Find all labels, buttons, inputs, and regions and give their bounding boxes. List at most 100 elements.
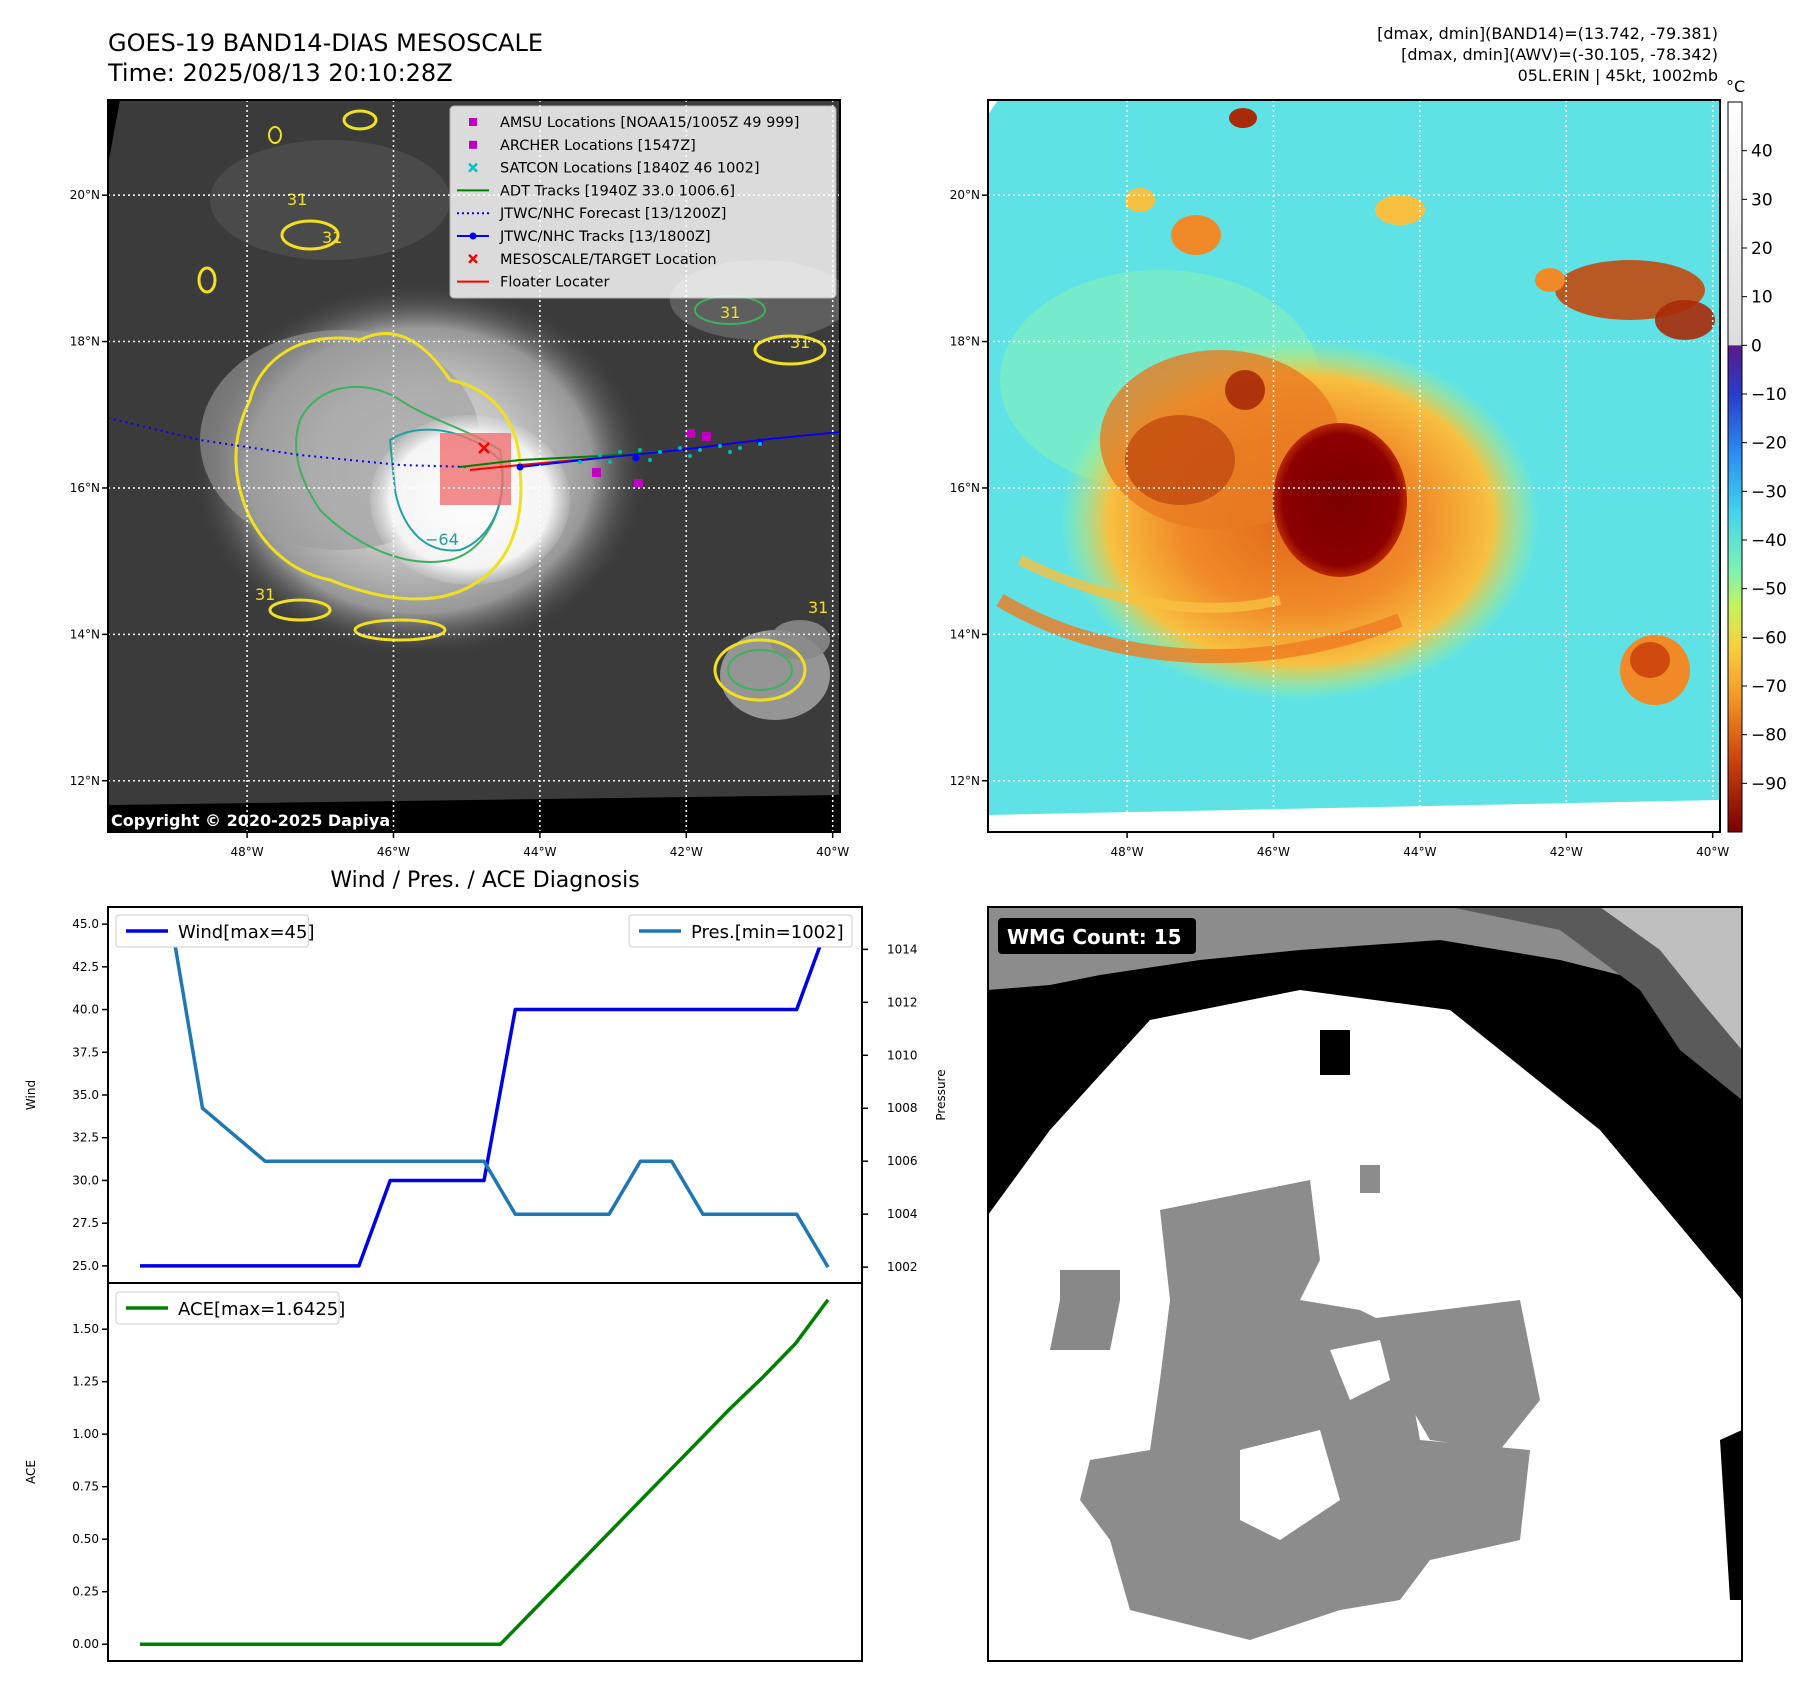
ir-lat-label: 12°N	[70, 774, 100, 788]
ir-lat-label: 18°N	[70, 335, 100, 349]
ace-chart: ACE 1.50 1.25 1.00 0.75 0.50 0.25 0.00 ACE[max…	[24, 1282, 863, 1662]
ir-lat-label: 14°N	[70, 627, 100, 641]
ir-lat-label: 16°N	[70, 481, 100, 495]
colorbar-tick-label: 40	[1751, 142, 1773, 162]
pressure-axis-label: Pressure	[934, 1069, 948, 1120]
y-right-tick-label: 1012	[887, 995, 918, 1009]
ir-lat-label: 20°N	[70, 188, 100, 202]
legend-entry-label: ARCHER Locations [1547Z]	[500, 138, 696, 154]
legend-entry-label: ADT Tracks [1940Z 33.0 1006.6]	[500, 183, 735, 199]
satcon-markers	[578, 442, 762, 464]
ace-series-line	[140, 1298, 830, 1646]
ir-lon-label: 46°W	[377, 845, 410, 859]
legend-marker-dot	[469, 232, 477, 240]
legend-entry-label: MESOSCALE/TARGET Location	[500, 252, 717, 268]
y-tick-label: 27.5	[72, 1216, 99, 1230]
y-tick-label: 42.5	[72, 960, 99, 974]
colorbar-tick-label: −30	[1751, 482, 1787, 502]
colorbar-fill	[1728, 102, 1742, 346]
colorbar-frame	[1727, 101, 1743, 833]
target-marker	[478, 442, 490, 454]
ir-lon-label: 42°W	[670, 845, 703, 859]
ir-contour-label: 31	[790, 333, 810, 352]
y-tick-label: 35.0	[72, 1088, 99, 1102]
y-right-tick-label: 1008	[887, 1101, 918, 1115]
y-tick-label: 0.50	[72, 1532, 99, 1546]
wmg-count-badge	[998, 918, 1196, 954]
y-right-tick-label: 1004	[887, 1207, 918, 1221]
info-band14-range: [dmax, dmin](BAND14)=(13.742, -79.381)	[1377, 24, 1718, 43]
ir-contour-labels: 31 31 31 31 31 −64 31	[255, 190, 828, 617]
colorbar-tick-label: −70	[1751, 677, 1787, 697]
awv-lat-label: 16°N	[950, 481, 980, 495]
awv-lon-label: 40°W	[1696, 845, 1729, 859]
legend-marker-x	[468, 253, 478, 264]
awv-colorbar: 40 30 20 10 0 −10 −20 −30 −40 −50 −60 −70 −80 −90 °C	[1726, 77, 1787, 833]
pressure-series-line	[140, 921, 830, 1268]
ir-contour-label: −64	[425, 530, 459, 549]
legend-entry-label: SATCON Locations [1840Z 46 1002]	[500, 161, 759, 177]
y-right-tick-label: 1010	[887, 1048, 918, 1062]
awv-map-panel: 48°W 46°W 44°W 42°W 40°W 20°N 18°N 16°N 14°N 12°N…	[950, 77, 1787, 859]
figure-title: GOES-19 BAND14-DIAS MESOSCALE	[108, 29, 543, 57]
ir-map-panel: 31 31 31 31 31 −64 31 48°W 46°W 44°W 42°W 40°W 20°N…	[70, 99, 849, 859]
legend-entry-label: JTWC/NHC Forecast [13/1200Z]	[499, 206, 726, 222]
y-tick-label: 40.0	[72, 1003, 99, 1017]
legend-entry-label: Floater Locater	[500, 275, 609, 291]
chart-legend-box	[115, 1291, 340, 1325]
wind-axis-label: Wind	[24, 1080, 38, 1110]
ir-lon-label: 48°W	[231, 845, 264, 859]
awv-lat-label: 14°N	[950, 627, 980, 641]
legend-entry-label: AMSU Locations [NOAA15/1005Z 49 999]	[500, 115, 799, 131]
colorbar-tick-label: −20	[1751, 434, 1787, 454]
ir-contour-label: 31	[720, 303, 740, 322]
ir-lon-label: 44°W	[523, 845, 556, 859]
awv-map-frame	[987, 99, 1721, 833]
ir-lon-label: 40°W	[816, 845, 849, 859]
y-tick-label: 0.00	[72, 1637, 99, 1651]
awv-lat-label: 20°N	[950, 188, 980, 202]
forecast-track	[108, 417, 471, 468]
wmg-frame	[987, 906, 1743, 1662]
colorbar-tick-label: −50	[1751, 580, 1787, 600]
wind-series-line	[140, 923, 830, 1268]
y-tick-label: 1.25	[72, 1375, 99, 1389]
colorbar-fill	[1728, 345, 1742, 832]
colorbar-tick-label: 30	[1751, 190, 1773, 210]
amsu-archer-markers	[592, 429, 711, 488]
legend-entry-label: JTWC/NHC Tracks [13/1800Z]	[499, 229, 711, 245]
ir-legend-box	[449, 105, 837, 299]
y-tick-label: 1.50	[72, 1322, 99, 1336]
info-storm-summary: 05L.ERIN | 45kt, 1002mb	[1518, 66, 1718, 85]
colorbar-tick-label: −80	[1751, 726, 1787, 746]
colorbar-tick-label: −90	[1751, 774, 1787, 794]
chart-legend-label: Wind[max=45]	[178, 922, 315, 943]
ir-contour-label: 31	[287, 190, 307, 209]
chart-legend-box	[628, 914, 853, 948]
colorbar-unit: °C	[1726, 77, 1745, 96]
colorbar-tick-label: 20	[1751, 239, 1773, 259]
wind-plot-frame	[107, 906, 863, 1284]
figure-time: Time: 2025/08/13 20:10:28Z	[107, 59, 453, 87]
colorbar-tick-label: −40	[1751, 531, 1787, 551]
legend-marker-x	[468, 162, 478, 173]
y-tick-label: 0.25	[72, 1585, 99, 1599]
y-tick-label: 32.5	[72, 1131, 99, 1145]
ace-plot-frame	[107, 1282, 863, 1662]
chart-legend-box	[115, 914, 309, 948]
y-tick-label: 1.00	[72, 1427, 99, 1441]
y-tick-label: 30.0	[72, 1173, 99, 1187]
awv-lon-label: 44°W	[1403, 845, 1436, 859]
legend-marker-square	[469, 140, 477, 149]
chart-legend-label: ACE[max=1.6425]	[178, 1299, 345, 1320]
colorbar-tick-label: −10	[1751, 385, 1787, 405]
colorbar-tick-label: 0	[1751, 336, 1762, 356]
copyright-notice: Copyright © 2020-2025 Dapiya	[111, 811, 390, 830]
colorbar-tick-label: −60	[1751, 628, 1787, 648]
y-tick-label: 0.75	[72, 1480, 99, 1494]
wmg-panel: WMG Count: 15	[987, 906, 1743, 1662]
awv-lat-label: 18°N	[950, 335, 980, 349]
legend-marker-square	[469, 118, 477, 126]
ir-map-frame	[107, 99, 841, 833]
